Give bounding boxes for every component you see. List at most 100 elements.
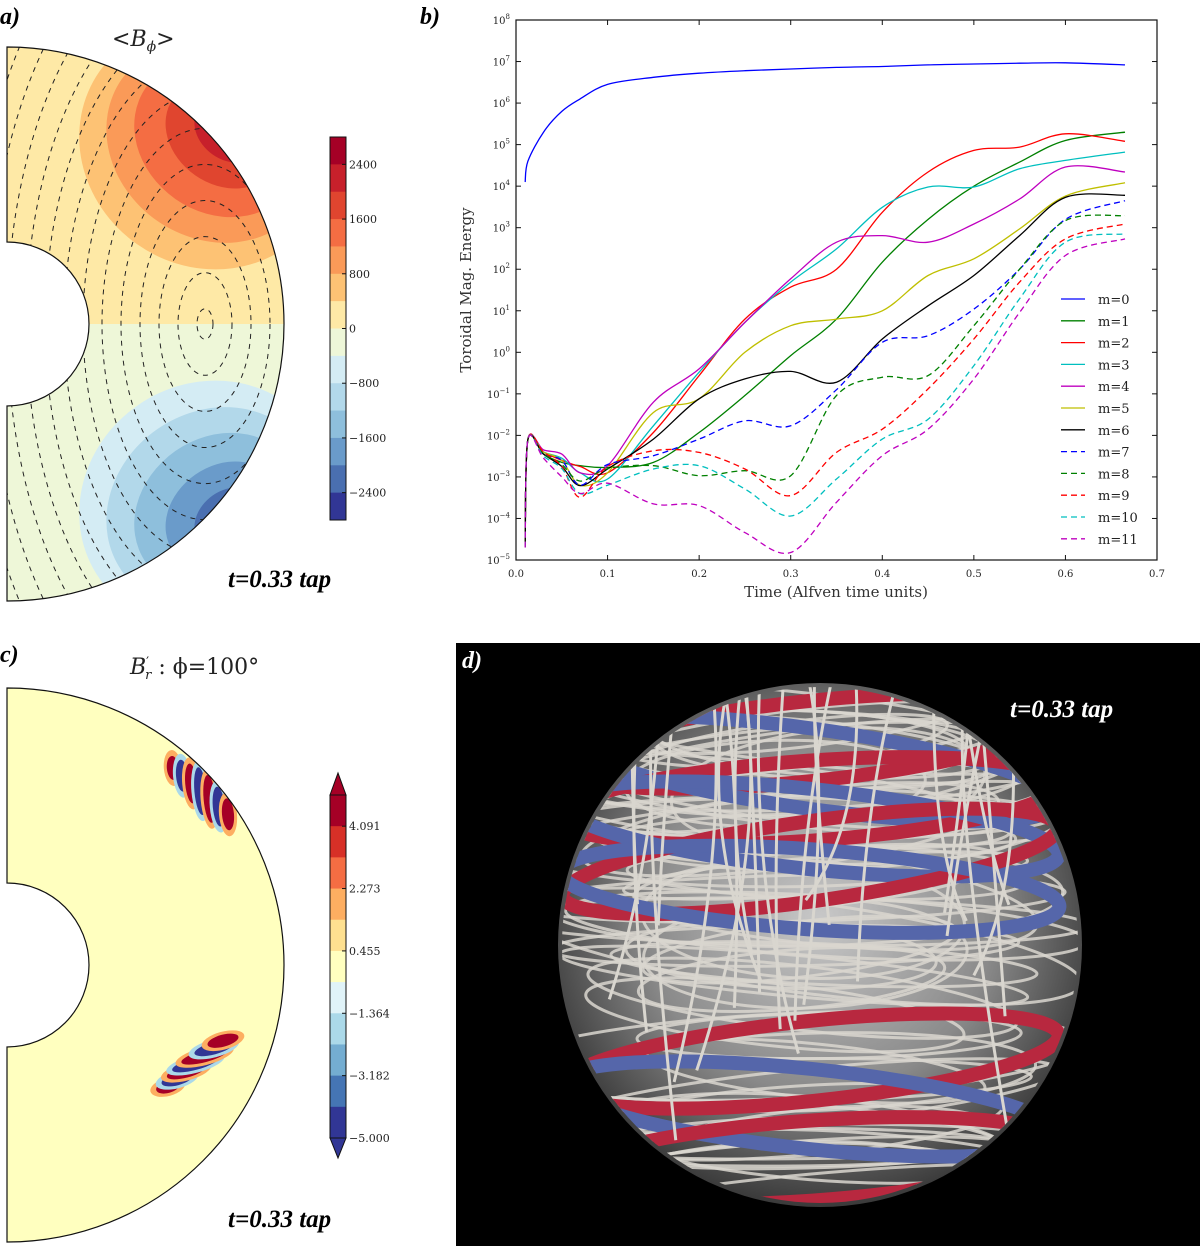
annulus-outline	[6, 46, 285, 602]
x-tick-label: 0.1	[600, 569, 616, 580]
legend-label: m=1	[1098, 315, 1130, 330]
panel-b: b) 0.0 0.1 0.2 0.3 0.4 0.5 0.6 0.7 10−5 10−4 10−3 1…	[420, 4, 1165, 601]
colorbar-tick-label: 2.273	[349, 883, 381, 896]
colorbar-tick-label: −1600	[349, 432, 386, 445]
y-tick-label: 105	[493, 138, 510, 152]
colorbar-tick-label: −5.000	[349, 1132, 390, 1145]
panel-d: d) t=0.33 tap	[456, 643, 1200, 1246]
legend-label: m=4	[1098, 380, 1130, 395]
y-tick-label: 100	[493, 345, 510, 359]
colorbar-band	[330, 795, 346, 827]
magnetic-field-line	[802, 687, 821, 1006]
colorbar-tick-label: 4.091	[349, 820, 381, 833]
panel-a-label: a)	[0, 4, 20, 30]
y-tick-label: 101	[493, 304, 510, 318]
plot-area	[515, 19, 1158, 561]
panel-c: c) B′ r : ϕ=100° 4.091 2.273 0.455 −1.364 −3.…	[0, 642, 390, 1243]
panel-d-time-label: t=0.33 tap	[1010, 696, 1113, 723]
x-tick-label: 0.2	[691, 569, 707, 580]
magnetic-field-line	[672, 687, 718, 1083]
colorbar-band	[330, 465, 346, 494]
colorbar-band	[330, 355, 346, 384]
x-tick-label: 0.7	[1149, 569, 1165, 580]
field-line-contour	[177, 272, 233, 376]
colorbar-band	[330, 191, 346, 220]
series-line-m7	[524, 200, 1126, 548]
legend-label: m=8	[1098, 467, 1130, 482]
colorbar-frame	[329, 794, 347, 1139]
colorbar-band	[330, 219, 346, 247]
colorbar-band	[330, 1106, 346, 1139]
magnetic-field-line	[562, 1127, 1078, 1203]
magnetic-field-line	[812, 687, 831, 926]
panel-c-title: B′ r : ϕ=100°	[129, 655, 259, 683]
field-line-contour	[120, 163, 284, 485]
series-line-m6	[524, 193, 1126, 548]
series-line-m9	[524, 223, 1126, 548]
legend-label: m=7	[1098, 446, 1130, 461]
y-axis-label: Toroidal Mag. Energy	[457, 207, 475, 373]
colorbar-band	[330, 919, 346, 952]
y-tick-label: 10−4	[487, 511, 511, 525]
colorbar-tick-label: 800	[349, 268, 370, 281]
series-line-m8	[524, 214, 1126, 548]
panel-c-label: c)	[0, 642, 19, 668]
y-tick-label: 10−3	[487, 470, 510, 484]
panel-b-label: b)	[420, 4, 440, 30]
colorbar-band	[330, 137, 346, 165]
y-tick-label: 104	[493, 179, 511, 193]
series-line-m0	[524, 62, 1126, 183]
colorbar-band	[330, 857, 346, 890]
colorbar-extend-max	[329, 771, 347, 796]
y-tick-label: 106	[493, 96, 511, 110]
y-tick-label: 10−1	[487, 387, 510, 401]
colorbar-tick-label: 0.455	[349, 945, 381, 958]
series-line-m4	[524, 165, 1126, 548]
field-line-contour	[158, 236, 252, 412]
series-line-m5	[524, 182, 1126, 548]
legend-label: m=5	[1098, 402, 1130, 417]
panel-d-label: d)	[462, 648, 482, 674]
colorbar-tick-label: 0	[349, 323, 356, 336]
br-contour-map	[7, 688, 284, 1242]
positive-flux-ribbon	[562, 1006, 1066, 1116]
legend-label: m=11	[1098, 533, 1138, 548]
field-line-contour	[196, 308, 214, 340]
magnetic-field-line	[793, 687, 838, 1021]
magnetic-field-line	[609, 940, 1039, 989]
colorbar-band	[330, 888, 346, 921]
colorbar-band	[330, 437, 346, 466]
x-tick-label: 0.0	[508, 569, 524, 580]
colorbar-c: 4.091 2.273 0.455 −1.364 −3.182 −5.000	[329, 771, 390, 1160]
x-axis-label: Time (Alfven time units)	[744, 583, 928, 601]
colorbar-band	[330, 273, 346, 302]
colorbar-tick-label: −800	[349, 377, 379, 390]
series-line-m11	[524, 238, 1126, 555]
panel-c-time-label: t=0.33 tap	[228, 1206, 331, 1233]
x-tick-label: 0.5	[966, 569, 982, 580]
colorbar-band	[330, 1013, 346, 1045]
x-tick-label: 0.3	[783, 569, 799, 580]
br-positive-stripe	[221, 798, 235, 831]
magnetic-field-line	[756, 687, 800, 1054]
colorbar-band	[330, 492, 346, 521]
legend-label: m=10	[1098, 511, 1138, 526]
magnetic-field-line	[562, 944, 1030, 1007]
panel-a-time-label: t=0.33 tap	[228, 566, 331, 593]
y-tick-label: 10−2	[487, 428, 510, 442]
colorbar-band	[330, 950, 346, 983]
y-tick-label: 102	[493, 262, 510, 276]
colorbar-band	[330, 328, 346, 357]
legend-label: m=3	[1098, 358, 1130, 373]
colorbar-band	[330, 410, 346, 439]
legend-label: m=6	[1098, 424, 1130, 439]
magnetic-field-line	[774, 687, 787, 1030]
colorbar-extend-min	[329, 1137, 347, 1160]
colorbar-tick-label: −3.182	[349, 1070, 390, 1083]
br-positive-stripe	[207, 1033, 239, 1048]
panel-a-title: <Bϕ>	[112, 27, 175, 55]
colorbar-band	[330, 1044, 346, 1077]
y-tick-label: 103	[493, 221, 510, 235]
field-line-contour	[139, 200, 271, 448]
legend-label: m=9	[1098, 489, 1130, 504]
